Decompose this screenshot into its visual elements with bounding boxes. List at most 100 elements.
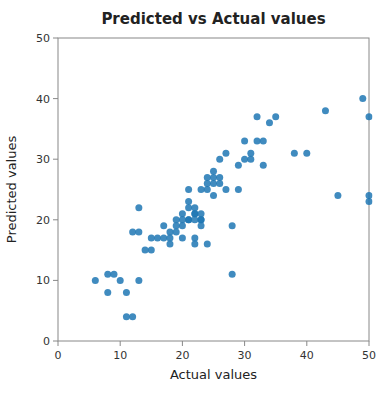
point: [366, 113, 373, 120]
y-tick: [53, 219, 58, 220]
point: [179, 234, 186, 241]
point: [179, 222, 186, 229]
point: [185, 204, 192, 211]
point: [104, 289, 111, 296]
y-tick-label: 50: [36, 32, 50, 45]
x-tick-label: 10: [113, 349, 127, 362]
point: [222, 186, 229, 193]
x-tick: [58, 341, 59, 346]
y-tick: [53, 38, 58, 39]
point: [235, 186, 242, 193]
point: [291, 150, 298, 157]
point: [185, 216, 192, 223]
point: [198, 186, 205, 193]
point: [160, 234, 167, 241]
point: [254, 113, 261, 120]
point: [179, 216, 186, 223]
x-tick-label: 0: [55, 349, 62, 362]
y-axis-label: Predicted values: [4, 136, 19, 244]
x-tick-label: 50: [362, 349, 376, 362]
point: [210, 174, 217, 181]
point: [229, 271, 236, 278]
point: [210, 180, 217, 187]
point: [191, 216, 198, 223]
y-tick: [53, 159, 58, 160]
point: [216, 180, 223, 187]
chart: 0102030405001020304050Predicted vs Actua…: [0, 0, 385, 393]
point: [92, 277, 99, 284]
point: [117, 277, 124, 284]
point: [260, 138, 267, 145]
title: Predicted vs Actual values: [101, 10, 325, 28]
point: [191, 204, 198, 211]
y-tick: [53, 98, 58, 99]
x-tick: [120, 341, 121, 346]
x-tick-label: 20: [175, 349, 189, 362]
y-tick: [53, 341, 58, 342]
point: [241, 156, 248, 163]
x-axis-label: Actual values: [170, 367, 257, 382]
y-tick-label: 40: [36, 93, 50, 106]
point: [222, 150, 229, 157]
point: [204, 174, 211, 181]
point: [322, 107, 329, 114]
point: [366, 192, 373, 199]
point: [198, 216, 205, 223]
point: [142, 247, 149, 254]
plot-frame: [58, 38, 369, 341]
y-tick-label: 0: [43, 335, 50, 348]
point: [254, 138, 261, 145]
point: [210, 192, 217, 199]
x-tick: [182, 341, 183, 346]
point: [191, 241, 198, 248]
point: [260, 162, 267, 169]
point: [173, 228, 180, 235]
point: [160, 222, 167, 229]
point: [241, 138, 248, 145]
point: [166, 234, 173, 241]
point: [154, 234, 161, 241]
point: [129, 228, 136, 235]
point: [123, 289, 130, 296]
point: [247, 156, 254, 163]
x-tick: [369, 341, 370, 346]
point: [191, 210, 198, 217]
point: [166, 228, 173, 235]
y-tick-label: 10: [36, 274, 50, 287]
point: [204, 180, 211, 187]
point: [148, 234, 155, 241]
point: [185, 186, 192, 193]
x-tick-label: 40: [300, 349, 314, 362]
point: [272, 113, 279, 120]
x-tick-label: 30: [238, 349, 252, 362]
point: [129, 313, 136, 320]
point: [198, 222, 205, 229]
point: [185, 216, 192, 223]
point: [173, 222, 180, 229]
x-tick: [306, 341, 307, 346]
point: [204, 186, 211, 193]
point: [198, 216, 205, 223]
point: [303, 150, 310, 157]
point: [179, 210, 186, 217]
point: [198, 210, 205, 217]
point: [247, 150, 254, 157]
point: [266, 119, 273, 126]
point: [123, 313, 130, 320]
y-tick: [53, 280, 58, 281]
point: [110, 271, 117, 278]
points: [92, 95, 373, 320]
point: [135, 228, 142, 235]
point: [366, 198, 373, 205]
point: [359, 95, 366, 102]
axes: 0102030405001020304050: [36, 32, 376, 362]
point: [135, 204, 142, 211]
point: [216, 156, 223, 163]
point: [216, 174, 223, 181]
point: [334, 192, 341, 199]
point: [235, 162, 242, 169]
y-tick-label: 20: [36, 214, 50, 227]
point: [173, 216, 180, 223]
point: [166, 241, 173, 248]
point: [148, 247, 155, 254]
